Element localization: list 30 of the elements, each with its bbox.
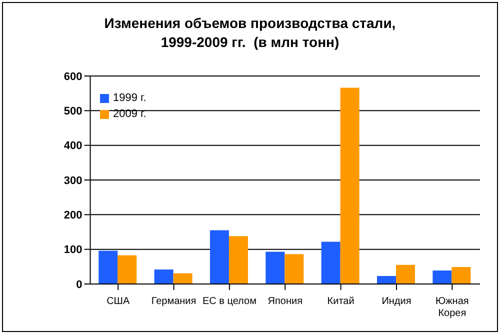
bar [452, 267, 471, 284]
bar [228, 236, 248, 284]
x-tick-label: Южная Корея [436, 296, 469, 319]
bar [284, 254, 304, 284]
y-tick-label: 600 [64, 70, 82, 83]
y-tick-label: 500 [64, 106, 82, 118]
bar [173, 273, 192, 284]
y-tick-label: 300 [64, 174, 82, 187]
bar [377, 276, 396, 284]
x-tick-label: США [106, 296, 130, 307]
bar [432, 270, 452, 284]
bar [266, 252, 285, 284]
chart-title: Изменения объемов производства стали, 1999-2009 гг. (в млн тонн) [103, 14, 397, 52]
x-tick-label: ЕС в целом [202, 296, 257, 307]
bar [321, 242, 340, 284]
x-tick-label: Германия [151, 296, 196, 307]
x-tick-label: Япония [268, 296, 302, 307]
bar [210, 230, 229, 284]
y-tick-label: 100 [64, 244, 82, 256]
y-tick-label: 400 [64, 140, 82, 152]
bar [396, 264, 415, 284]
y-tick-label: 200 [64, 210, 82, 222]
y-tick-label: 0 [76, 278, 82, 291]
bar [98, 250, 118, 284]
bar [118, 255, 137, 284]
bar [154, 269, 174, 284]
bar [340, 88, 360, 284]
x-tick-label: Индия [382, 296, 412, 307]
legend-label: 1999 г. [113, 92, 146, 104]
x-tick-label: Китай [327, 296, 354, 307]
